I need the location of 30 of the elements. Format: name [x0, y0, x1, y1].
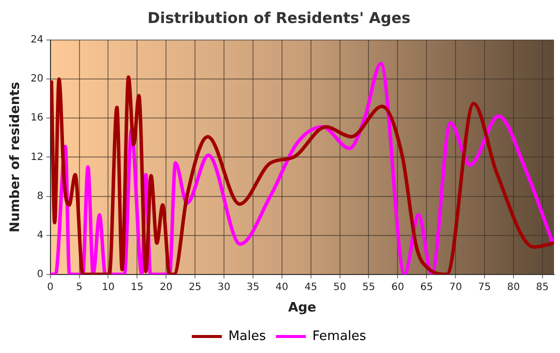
- x-tick-label: 10: [102, 282, 115, 293]
- x-tick-label: 75: [478, 282, 491, 293]
- x-tick-label: 85: [536, 282, 549, 293]
- y-tick-label: 4: [36, 230, 44, 241]
- x-tick-label: 50: [333, 282, 346, 293]
- legend-label: Females: [312, 328, 366, 344]
- x-tick-label: 15: [130, 282, 144, 293]
- x-tick-label: 45: [304, 282, 318, 293]
- y-tick-label: 8: [36, 190, 44, 202]
- y-tick-label: 0: [36, 268, 44, 280]
- y-tick-label: 12: [30, 152, 44, 163]
- x-tick-label: 20: [160, 282, 172, 293]
- x-tick-label: 65: [420, 282, 433, 293]
- legend-label: Males: [228, 328, 266, 344]
- x-tick-label: 25: [188, 282, 202, 293]
- x-tick-label: 80: [507, 282, 520, 293]
- x-tick-label: 40: [276, 282, 288, 293]
- x-tick-label: 60: [391, 282, 404, 293]
- x-tick-label: 70: [449, 282, 462, 293]
- x-tick-label: 30: [218, 282, 230, 293]
- x-tick-label: 5: [76, 282, 82, 293]
- y-tick-label: 20: [30, 74, 44, 85]
- x-tick-label: 0: [47, 282, 54, 293]
- x-tick-label: 55: [362, 282, 376, 293]
- y-tick-label: 16: [30, 112, 44, 124]
- y-tick-label: 24: [30, 34, 44, 46]
- y-axis-title: Number of residents: [8, 82, 24, 233]
- chart-title: Distribution of Residents' Ages: [148, 8, 411, 27]
- x-tick-label: 35: [246, 282, 260, 293]
- x-axis-title: Age: [288, 300, 316, 316]
